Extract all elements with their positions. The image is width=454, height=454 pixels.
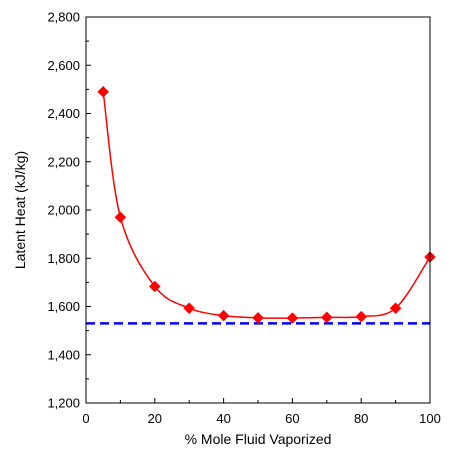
data-point <box>320 311 333 324</box>
series-line <box>102 91 431 319</box>
data-point <box>286 312 299 324</box>
y-tick-labels: 1,200 1,400 1,600 1,800 2,000 2,200 2,400 2,600… <box>47 10 80 411</box>
x-tick-label: 40 <box>216 411 230 426</box>
x-tick-label: 20 <box>148 411 162 426</box>
y-tick-label: 1,400 <box>47 347 80 362</box>
curve-layer <box>102 91 431 319</box>
data-point <box>183 302 196 315</box>
y-tick-label: 2,200 <box>47 154 80 169</box>
x-tick-label: 60 <box>285 411 299 426</box>
data-point <box>148 280 161 293</box>
data-point <box>114 211 127 224</box>
y-tick-label: 1,600 <box>47 299 80 314</box>
data-point <box>355 310 368 323</box>
x-tick-labels: 0 20 40 60 80 100 <box>82 411 440 426</box>
y-tick-label: 2,000 <box>47 203 80 218</box>
y-tick-label: 1,200 <box>47 396 80 411</box>
plot-frame <box>85 16 431 404</box>
y-axis-title: Latent Heat (kJ/kg) <box>12 151 28 269</box>
data-point <box>97 85 110 98</box>
y-tick-label: 2,800 <box>47 10 80 25</box>
x-tick-label: 80 <box>354 411 368 426</box>
data-point <box>217 309 230 322</box>
data-point <box>252 311 264 324</box>
y-tick-label: 2,600 <box>47 58 80 73</box>
marker-layer <box>97 85 436 324</box>
ticks-layer <box>85 16 431 404</box>
y-tick-label: 2,400 <box>47 106 80 121</box>
y-tick-label: 1,800 <box>47 251 80 266</box>
x-tick-label: 100 <box>419 411 441 426</box>
x-tick-label: 0 <box>82 411 89 426</box>
data-point <box>389 302 402 315</box>
x-axis-title: % Mole Fluid Vaporized <box>185 431 332 447</box>
